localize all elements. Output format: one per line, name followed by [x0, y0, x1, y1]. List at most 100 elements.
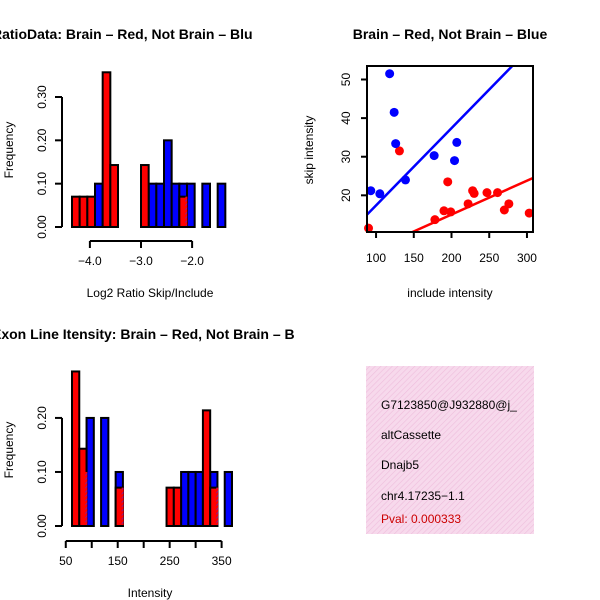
intensity-bar-not-brain-6	[194, 470, 204, 527]
intensity-histogram-bars	[71, 370, 234, 528]
ratio-histogram-bars	[71, 71, 227, 229]
ratio-bar-not-brain-2	[155, 182, 165, 229]
point-brain-1	[394, 146, 404, 156]
ratio-y-tick-label-2: 0.20	[35, 128, 49, 152]
ratio-histogram-axes: −4.0 −3.0 −2.0 0.00 0.10 0.20 0.30	[35, 85, 204, 268]
ratio-bar-not-brain-8	[216, 182, 227, 229]
scatter-x-axis-label: include intensity	[407, 286, 492, 300]
scatter-plot-frame	[366, 65, 534, 233]
ratio-bar-not-brain-6	[186, 182, 196, 229]
gene-name: Dnajb5	[381, 458, 419, 472]
scatter-chart-title: Brain – Red, Not Brain – Blue	[353, 26, 548, 42]
ratio-bar-brain-1	[78, 195, 89, 229]
ratio-bar-not-brain-4	[170, 182, 181, 229]
ratio-y-tick-label-0: 0.00	[35, 215, 49, 239]
ratio-bar-brain-5	[140, 164, 150, 229]
ratio-bar-brain-0	[71, 195, 81, 229]
scatter-y-tick-label-2: 40	[339, 111, 353, 125]
point-brain-4	[443, 177, 453, 187]
intensity-y-tick-label-1: 0.10	[35, 460, 49, 484]
intensity-bar-not-brain-5	[187, 470, 197, 527]
info-box-background	[366, 366, 534, 534]
ratio-histogram: RatioData: Brain – Red, Not Brain – Blu …	[0, 26, 253, 300]
intensity-x-axis-label: Intensity	[128, 586, 173, 600]
point-brain-10	[493, 188, 503, 198]
point-not-brain-2	[385, 69, 395, 79]
ratio-x-tick-label-2: −2.0	[180, 254, 204, 268]
point-not-brain-0	[366, 186, 376, 196]
intensity-bar-brain-3	[165, 486, 175, 528]
ratio-x-tick-label-1: −3.0	[129, 254, 153, 268]
intensity-bar-not-brain-2	[100, 416, 110, 527]
ratio-bar-brain-4	[109, 164, 120, 229]
point-brain-8	[469, 188, 479, 198]
scatter-points	[364, 69, 534, 233]
intensity-bar-brain-0	[71, 370, 81, 527]
p-value: Pval: 0.000333	[381, 512, 461, 526]
probe-id: G7123850@J932880@j_	[381, 398, 517, 412]
scatter-x-tick-label-3: 250	[479, 251, 499, 265]
event-type: altCassette	[381, 428, 441, 442]
point-not-brain-6	[429, 151, 439, 161]
intensity-histogram: Exon Line Itensity: Brain – Red, Not Bra…	[0, 326, 295, 600]
point-not-brain-1	[375, 189, 385, 199]
ratio-bar-brain-2	[86, 195, 97, 229]
point-not-brain-3	[389, 107, 399, 117]
point-brain-9	[482, 188, 492, 198]
point-brain-11	[499, 205, 509, 215]
ratio-y-axis-label: Frequency	[2, 122, 16, 179]
scatter-axes: 100 150 200 250 300 20 30 40 50	[339, 73, 537, 265]
intensity-x-tick-label-1: 150	[108, 554, 128, 568]
point-not-brain-4	[391, 139, 401, 149]
info-box: G7123850@J932880@j_ altCassette Dnajb5 c…	[366, 366, 534, 534]
ratio-x-tick-label-0: −4.0	[78, 254, 102, 268]
intensity-bar-brain-5	[201, 409, 212, 527]
ratio-bar-brain-3	[101, 71, 112, 228]
scatter-x-tick-label-2: 200	[441, 251, 461, 265]
intensity-y-axis-label: Frequency	[2, 422, 16, 479]
scatter-y-axis-label: skip intensity	[302, 116, 316, 185]
intensity-y-tick-label-2: 0.20	[35, 406, 49, 430]
ratio-y-tick-label-3: 0.30	[35, 85, 49, 109]
point-brain-3	[439, 206, 449, 216]
point-brain-13	[524, 208, 534, 218]
point-brain-5	[446, 207, 456, 217]
intensity-x-tick-label-2: 250	[160, 554, 180, 568]
intensity-bar-not-brain-4	[180, 470, 190, 527]
ratio-y-tick-label-1: 0.10	[35, 172, 49, 196]
intensity-bar-overlap-1	[85, 471, 88, 525]
scatter-y-tick-label-0: 20	[339, 188, 353, 202]
ratio-chart-title: RatioData: Brain – Red, Not Brain – Blu	[0, 26, 253, 42]
scatter-plot: Brain – Red, Not Brain – Blue 100 150 200 2…	[302, 26, 547, 300]
intensity-x-tick-label-0: 50	[59, 554, 73, 568]
intensity-bar-not-brain-1	[85, 416, 95, 527]
intensity-x-tick-label-3: 350	[212, 554, 232, 568]
point-brain-12	[504, 199, 514, 209]
intensity-y-tick-label-0: 0.00	[35, 514, 49, 538]
genomic-location: chr4.17235−1.1	[381, 489, 465, 503]
intensity-histogram-axes: 50 150 250 350 0.00 0.10 0.20	[35, 406, 232, 568]
intensity-bar-brain-4	[172, 486, 183, 528]
intensity-chart-title: Exon Line Itensity: Brain – Red, Not Bra…	[0, 326, 295, 342]
point-brain-6	[463, 199, 473, 209]
intensity-bar-not-brain-8	[223, 470, 234, 527]
ratio-bar-not-brain-7	[201, 182, 211, 229]
scatter-x-tick-label-0: 100	[366, 251, 386, 265]
point-not-brain-7	[450, 156, 460, 166]
ratio-bar-not-brain-1	[147, 182, 158, 229]
fit-line-not-brain	[367, 66, 514, 216]
point-not-brain-8	[452, 137, 462, 147]
scatter-y-tick-label-1: 30	[339, 150, 353, 164]
ratio-x-axis-label: Log2 Ratio Skip/Include	[87, 286, 214, 300]
ratio-bar-not-brain-3	[163, 139, 173, 228]
intensity-bar-overlap-6	[216, 487, 219, 525]
ratio-bar-overlap-6	[185, 196, 188, 226]
intensity-bar-overlap-2	[121, 487, 124, 525]
ratio-bar-not-brain-0	[94, 182, 104, 229]
scatter-x-tick-label-4: 300	[517, 251, 537, 265]
point-brain-2	[430, 215, 440, 225]
point-not-brain-5	[400, 175, 410, 185]
scatter-x-tick-label-1: 150	[404, 251, 424, 265]
scatter-y-tick-label-3: 50	[339, 73, 353, 87]
